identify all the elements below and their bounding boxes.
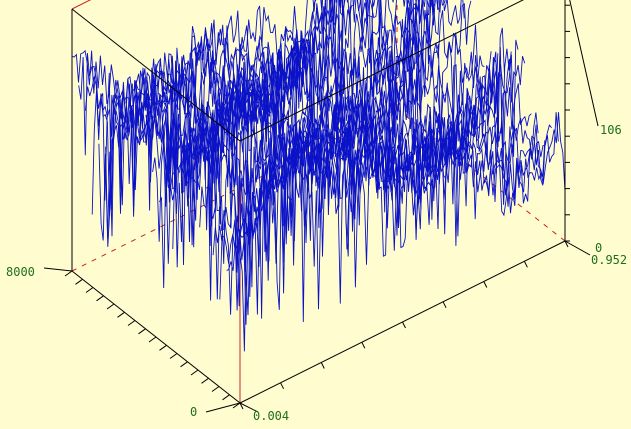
y-axis-tick (523, 261, 528, 268)
surface-trace (232, 112, 559, 319)
y-max-leader (564, 240, 591, 256)
x-axis-tick (106, 303, 115, 310)
y-axis-tick (442, 301, 447, 309)
top-front-right-edge (239, 0, 524, 142)
z-max-leader (569, 0, 599, 127)
y-axis-tick (320, 362, 325, 369)
y-axis-tick (280, 382, 285, 390)
x-max-leader (43, 267, 73, 272)
axis-ticks (43, 0, 599, 413)
x-axis-tick (117, 311, 125, 318)
x-axis-tick (96, 295, 104, 302)
x-min-leader (205, 402, 241, 413)
x-axis-tick (222, 394, 230, 401)
x-axis-tick (232, 402, 241, 409)
surface-trace (192, 39, 519, 288)
y-axis-tick (402, 321, 406, 329)
x-axis-tick (201, 377, 209, 384)
y-min-label: 0.004 (253, 409, 289, 423)
y-min-leader (239, 402, 259, 413)
surface-trace (239, 111, 566, 352)
x-max-label: 8000 (6, 265, 35, 279)
x-axis-tick (180, 361, 188, 368)
x-axis-tick (138, 328, 146, 335)
y-axis-tick (564, 240, 569, 248)
surface-trace (145, 0, 472, 243)
z-max-label: 106 (600, 123, 622, 137)
z-min-label: 0 (595, 241, 602, 255)
x-axis-tick (159, 344, 167, 351)
x-axis-tick (169, 353, 178, 359)
surface-trace (226, 119, 552, 272)
x-axis-tick (85, 287, 94, 293)
y-max-label: 0.952 (591, 253, 627, 267)
x-min-label: 0 (190, 405, 197, 419)
x-axis-tick (190, 369, 199, 376)
top-front-left-edge (71, 8, 241, 142)
x-axis-tick (148, 336, 157, 343)
y-axis-tick (239, 402, 244, 410)
x-axis-tick (127, 320, 136, 326)
surface-traces (71, 0, 566, 352)
x-axis-tick (75, 278, 83, 285)
x-axis-tick (64, 270, 73, 277)
y-axis-tick (361, 342, 366, 349)
surface-trace (125, 0, 439, 203)
y-axis-tick (483, 281, 488, 288)
x-axis-tick (211, 386, 220, 392)
